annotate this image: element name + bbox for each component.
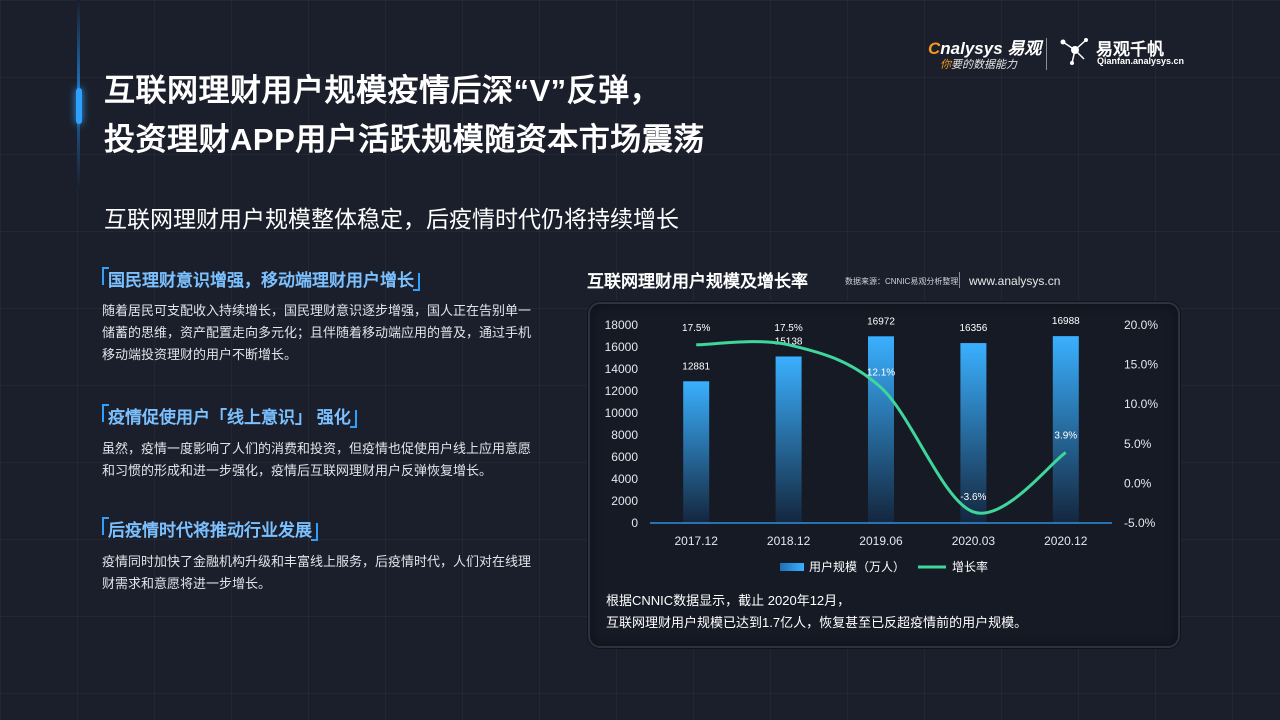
bar-user-scale [683, 381, 710, 523]
x-tick-label: 2017.12 [675, 534, 719, 548]
bar-user-scale [960, 343, 987, 523]
page-title: 互联网理财用户规模疫情后深“V”反弹， 投资理财APP用户活跃规模随资本市场震荡 [104, 66, 705, 164]
growth-rate-label: 3.9% [1054, 431, 1077, 442]
bar-user-scale [1052, 336, 1079, 523]
chart-note-line-2: 互联网理财用户规模已达到1.7亿人，恢复甚至已反超疫情前的用户规模。 [606, 615, 1028, 630]
chart-title: 互联网理财用户规模及增长率 [587, 272, 808, 291]
legend-bar-label: 用户规模（万人） [809, 559, 905, 574]
y-left-tick-label: 4000 [611, 472, 638, 486]
y-right-tick-label: 10.0% [1124, 397, 1158, 411]
analysys-tagline: 你要的数据能力 [940, 59, 1017, 71]
y-left-tick-label: 2000 [611, 494, 638, 508]
y-right-tick-label: 20.0% [1124, 318, 1158, 332]
bar-value-label: 16972 [867, 316, 895, 327]
legend-bar-swatch [780, 563, 804, 571]
y-left-tick-label: 12000 [605, 384, 639, 398]
page-subtitle: 互联网理财用户规模整体稳定，后疫情时代仍将持续增长 [104, 206, 679, 232]
qianfan-logo-icon [1060, 38, 1088, 65]
growth-rate-label: 17.5% [682, 323, 710, 334]
section-heading-2: 疫情促使用户「线上意识」 强化 [102, 402, 357, 429]
growth-rate-label: -3.6% [960, 492, 986, 503]
title-line-1: 互联网理财用户规模疫情后深“V”反弹， [104, 73, 662, 108]
growth-rate-label: 12.1% [867, 368, 895, 379]
section-body-1: 随着居民可支配收入持续增长，国民理财意识逐步增强，国人正在告别单一储蓄的思维，资… [102, 303, 532, 362]
combo-chart: 0 2000 4000 6000 8000 10000 12000 14000 16000 180… [605, 316, 1159, 574]
section-body-3: 疫情同时加快了金融机构升级和丰富线上服务，后疫情时代，人们对在线理财需求和意愿将… [102, 554, 532, 591]
chart-note-line-1: 根据CNNIC数据显示，截止 2020年12月， [606, 593, 851, 608]
analysys-logo: Cnalysys 易观 [928, 39, 1042, 58]
chart-header-divider [959, 272, 960, 288]
accent-pill [76, 88, 82, 124]
legend-line-label: 增长率 [952, 559, 988, 574]
y-left-tick-label: 18000 [605, 318, 639, 332]
bar-user-scale [868, 336, 894, 523]
qianfan-url: Qianfan.analysys.cn [1097, 56, 1185, 66]
y-right-tick-label: -5.0% [1124, 516, 1156, 530]
bar-value-label: 12881 [682, 361, 710, 372]
x-tick-label: 2018.12 [767, 534, 811, 548]
y-left-tick-label: 14000 [605, 362, 639, 376]
y-right-tick-label: 0.0% [1124, 476, 1152, 490]
y-left-tick-label: 16000 [605, 340, 639, 354]
chart-source: 数据来源：CNNIC易观分析整理 [845, 277, 959, 286]
bar-value-label: 16988 [1052, 316, 1080, 327]
bar-user-scale [775, 356, 802, 523]
bar-value-label: 15138 [775, 336, 803, 347]
x-tick-label: 2020.12 [1044, 534, 1088, 548]
section-body-2: 虽然，疫情一度影响了人们的消费和投资，但疫情也促使用户线上应用意愿和习惯的形成和… [102, 441, 532, 478]
x-tick-label: 2020.03 [952, 534, 996, 548]
growth-rate-label: 17.5% [774, 323, 802, 334]
chart-url: www.analysys.cn [969, 274, 1061, 288]
bar-value-label: 16356 [959, 323, 987, 334]
x-tick-label: 2019.06 [859, 534, 903, 548]
y-left-tick-label: 8000 [611, 428, 638, 442]
title-line-2: 投资理财APP用户活跃规模随资本市场震荡 [104, 122, 705, 157]
section-heading-1: 国民理财意识增强，移动端理财用户增长 [102, 265, 420, 292]
y-right-tick-label: 5.0% [1124, 437, 1152, 451]
y-right-tick-label: 15.0% [1124, 358, 1158, 372]
y-left-tick-label: 6000 [611, 450, 638, 464]
logo-divider [1046, 38, 1047, 70]
y-left-tick-label: 10000 [605, 406, 639, 420]
section-heading-3: 后疫情时代将推动行业发展 [102, 515, 318, 542]
qianfan-name: 易观千帆 [1096, 40, 1164, 59]
growth-rate-line [696, 340, 1067, 515]
y-left-tick-label: 0 [631, 516, 638, 530]
